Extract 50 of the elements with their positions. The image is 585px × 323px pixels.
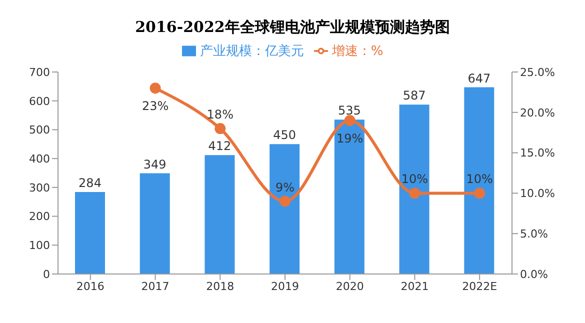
point xyxy=(150,82,161,94)
bar xyxy=(464,87,494,274)
data-label: 23% xyxy=(142,99,169,114)
y-tick-label: 600 xyxy=(29,94,50,108)
chart-title: 2016-2022年全球锂电池产业规模预测趋势图 xyxy=(134,17,451,37)
point xyxy=(344,114,356,126)
x-tick-label: 2020 xyxy=(336,280,364,293)
data-label: 647 xyxy=(468,71,491,86)
y2-tick-label: 20.0% xyxy=(520,106,555,120)
y-tick-label: 200 xyxy=(29,210,50,224)
x-tick-label: 2017 xyxy=(141,280,170,293)
data-label: 284 xyxy=(78,176,102,190)
data-label: 10% xyxy=(466,172,493,186)
data-label: 450 xyxy=(273,128,296,142)
y2-tick-label: 25.0% xyxy=(520,66,555,79)
point xyxy=(214,123,226,134)
y-tick-label: 300 xyxy=(29,181,50,194)
y-tick-label: 0 xyxy=(43,268,50,281)
legend-label: 产业规模：亿美元 xyxy=(200,44,304,59)
data-label: 412 xyxy=(208,139,232,154)
point xyxy=(409,188,420,199)
point xyxy=(280,196,290,207)
data-label: 18% xyxy=(206,108,234,122)
bar xyxy=(204,155,235,274)
x-tick-label: 2022E xyxy=(462,280,498,293)
bar xyxy=(399,104,430,274)
data-label: 587 xyxy=(402,88,426,103)
y-tick-label: 400 xyxy=(29,152,50,166)
x-tick-label: 2018 xyxy=(206,280,234,293)
data-label: 19% xyxy=(336,131,364,146)
point xyxy=(474,188,486,199)
data-label: 10% xyxy=(401,172,428,186)
data-label: 535 xyxy=(338,104,361,118)
legend-label: 增速：% xyxy=(332,44,384,59)
data-label: 349 xyxy=(143,157,166,172)
bar xyxy=(334,120,364,274)
y-tick-label: 700 xyxy=(29,66,50,79)
bar xyxy=(140,173,170,274)
data-label: 9% xyxy=(275,180,295,194)
bar xyxy=(75,192,105,274)
bar xyxy=(270,144,300,274)
x-tick-label: 2019 xyxy=(271,280,299,293)
x-tick-label: 2021 xyxy=(400,280,429,293)
y2-tick-label: 5.0% xyxy=(520,228,548,241)
y-tick-label: 100 xyxy=(29,239,50,252)
y2-tick-label: 15.0% xyxy=(520,146,555,160)
y2-tick-label: 0.0% xyxy=(520,268,548,281)
y-tick-label: 500 xyxy=(29,124,50,137)
y2-tick-label: 10.0% xyxy=(520,187,555,200)
x-tick-label: 2016 xyxy=(76,280,104,293)
